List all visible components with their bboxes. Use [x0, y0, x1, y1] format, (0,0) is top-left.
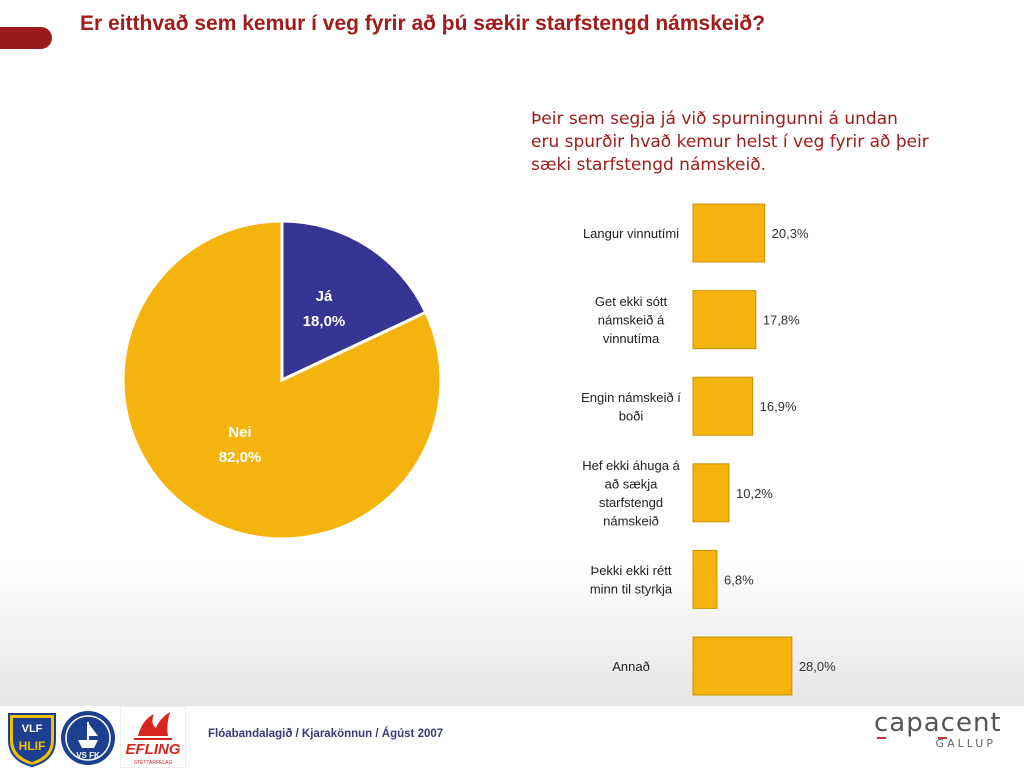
vlf-text: VLF — [22, 723, 43, 735]
bar-value-label: 16,9% — [760, 399, 797, 414]
pie-slice-value: 18,0% — [303, 313, 346, 330]
bar-category-label: Langur vinnutími — [583, 226, 679, 241]
gallup-word: GALLUP — [935, 737, 996, 750]
bar-category-label: námskeið á — [598, 313, 665, 328]
capacent-accent — [938, 737, 947, 739]
capacent-accent — [877, 737, 886, 739]
bar-value-label: 28,0% — [799, 659, 836, 674]
efling-text: EFLING — [126, 741, 181, 758]
slide-title: Er eitthvað sem kemur í veg fyrir að þú … — [80, 12, 766, 35]
vsfk-text: VS FK — [76, 751, 100, 760]
chart-note: Þeir sem segja já við spurningunni á und… — [531, 109, 929, 175]
bar-category-label: vinnutíma — [603, 331, 660, 346]
vsfk-logo: VS FK — [61, 711, 115, 765]
pie-slice-value: 82,0% — [219, 449, 262, 466]
bar-value-label: 6,8% — [724, 572, 754, 587]
efling-logo: EFLING STÉTTARFÉLAG — [120, 706, 186, 768]
bar-category-label: minn til styrkja — [590, 582, 673, 597]
bar-category-label: Get ekki sótt — [595, 294, 668, 309]
pie-slice-label: Nei — [228, 424, 251, 441]
bar-chart: 20,3% Langur vinnutími 17,8% Get ekki sótt n… — [581, 203, 836, 696]
bar — [692, 376, 754, 436]
capacent-word: capacent — [874, 708, 1002, 738]
pie-slice-ja — [280, 219, 428, 383]
bar-category-label: Annað — [612, 659, 650, 674]
hlif-text: HLIF — [19, 739, 46, 753]
bar — [692, 549, 718, 609]
bar-category-label: Engin námskeið í — [581, 390, 681, 405]
bar-category-label: Hef ekki áhuga á — [582, 458, 680, 473]
pie-slice-nei — [121, 219, 443, 541]
accent-tab — [0, 27, 52, 49]
bar-category-label: boði — [619, 408, 644, 423]
bar-category-label: að sækja — [605, 477, 659, 492]
bar-category-label: starfstengd — [599, 495, 663, 510]
bar-category-label: Þekki ekki rétt — [591, 563, 672, 578]
footer-text: Flóabandalagið / Kjarakönnun / Ágúst 200… — [208, 728, 444, 740]
bar-category-label: námskeið — [603, 514, 659, 529]
bar-value-label: 20,3% — [772, 226, 809, 241]
bar-value-label: 17,8% — [763, 313, 800, 328]
capacent-gallup-logo: capacent GALLUP — [874, 708, 1002, 750]
bar — [692, 203, 766, 263]
pie-slice-label: Já — [316, 288, 333, 305]
bar — [692, 636, 793, 696]
vlf-hlif-logo: VLF HLIF — [8, 713, 56, 768]
pie-chart: Já 18,0% Nei 82,0% — [121, 219, 443, 541]
bar — [692, 463, 730, 523]
bar — [692, 290, 757, 350]
efling-sub-text: STÉTTARFÉLAG — [134, 759, 173, 766]
bar-value-label: 10,2% — [736, 486, 773, 501]
